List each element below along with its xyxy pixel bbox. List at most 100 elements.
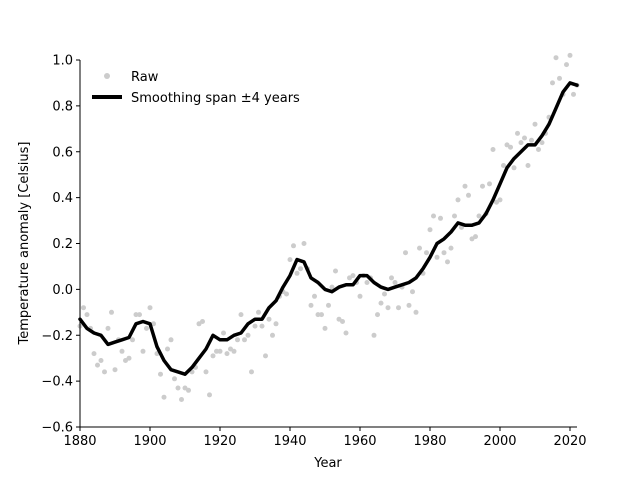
raw-point [452, 213, 457, 219]
raw-point [200, 319, 205, 324]
raw-point [221, 330, 226, 336]
raw-point [165, 346, 170, 352]
raw-point [133, 312, 139, 318]
raw-point [441, 250, 447, 256]
raw-point [126, 355, 132, 361]
raw-scatter-series [77, 52, 580, 402]
raw-point [455, 197, 461, 203]
raw-point [431, 213, 436, 219]
raw-point [340, 319, 345, 324]
raw-point [438, 215, 443, 221]
raw-point [466, 192, 471, 198]
raw-point [207, 392, 212, 398]
raw-point [536, 147, 541, 152]
y-tick-label: −0.2 [41, 329, 73, 344]
raw-point [403, 250, 408, 256]
smoothed-line [78, 81, 579, 376]
raw-point [259, 323, 265, 329]
raw-point [102, 369, 107, 375]
raw-point [81, 305, 86, 311]
raw-point [389, 275, 394, 281]
y-tick-label: 1.0 [52, 54, 73, 69]
raw-point [501, 163, 506, 168]
raw-point [417, 245, 422, 251]
axes [79, 60, 577, 428]
raw-point [473, 234, 478, 240]
x-tick-label: 2000 [483, 434, 516, 449]
raw-point [312, 293, 317, 299]
x-tick-label: 1880 [63, 434, 96, 449]
raw-point [343, 330, 349, 336]
y-tick-label: −0.6 [41, 421, 73, 436]
raw-point [410, 289, 415, 295]
smoothed-line-series [78, 81, 579, 376]
raw-point [266, 316, 272, 322]
raw-point [487, 181, 492, 187]
raw-point [217, 348, 223, 354]
raw-point [571, 91, 576, 97]
raw-point [144, 325, 149, 331]
raw-point [392, 280, 398, 285]
raw-point [98, 358, 104, 363]
raw-point [515, 130, 520, 136]
raw-point [557, 75, 562, 81]
raw-point [480, 183, 485, 189]
raw-point [322, 325, 328, 331]
raw-point [333, 268, 338, 274]
raw-point [532, 121, 538, 127]
x-tick-label: 1980 [413, 434, 446, 449]
raw-point [319, 312, 324, 318]
raw-point [357, 293, 363, 299]
raw-point [497, 197, 503, 203]
raw-point [298, 266, 303, 272]
raw-point [413, 309, 419, 315]
x-tick-label: 2020 [553, 434, 586, 449]
raw-point [161, 394, 167, 400]
y-axis-label: Temperature anomaly [Celsius] [17, 142, 32, 346]
raw-point [382, 291, 387, 297]
raw-point [564, 62, 569, 68]
raw-point [301, 241, 307, 246]
raw-point [186, 387, 191, 393]
raw-point [350, 273, 356, 279]
x-tick-label: 1900 [133, 434, 166, 449]
raw-point [168, 337, 174, 343]
raw-point [263, 353, 268, 359]
raw-point [396, 305, 401, 311]
raw-point [364, 280, 370, 285]
raw-point [84, 312, 90, 318]
raw-point [518, 140, 524, 146]
raw-point [448, 245, 454, 251]
raw-point [151, 321, 156, 327]
raw-point [490, 147, 496, 152]
x-tick-label: 1960 [343, 434, 376, 449]
raw-point [224, 351, 230, 357]
raw-point [249, 369, 254, 375]
y-tick-label: −0.4 [41, 375, 73, 390]
raw-point [385, 305, 391, 311]
raw-point [203, 369, 209, 375]
raw-point [273, 321, 279, 327]
raw-point [434, 254, 440, 260]
raw-point [91, 351, 97, 357]
raw-point [245, 332, 251, 338]
x-tick-label: 1940 [273, 434, 306, 449]
raw-point [119, 348, 125, 354]
raw-point [172, 376, 177, 382]
raw-point [140, 348, 146, 354]
raw-point [329, 284, 335, 290]
legend-raw-marker [104, 73, 110, 79]
raw-point [567, 52, 573, 58]
x-ticks: 1880 1900 1920 1940 1960 1980 2000 2020 [63, 427, 587, 449]
raw-point [105, 325, 111, 331]
raw-point [326, 302, 331, 308]
raw-point [375, 312, 380, 318]
raw-point [137, 312, 142, 318]
raw-point [235, 337, 240, 343]
x-tick-label: 1920 [203, 434, 236, 449]
raw-point [522, 135, 527, 141]
raw-point [109, 309, 114, 315]
raw-point [95, 362, 100, 368]
y-tick-label: 0.8 [52, 99, 73, 114]
y-tick-label: 0.2 [52, 237, 73, 252]
